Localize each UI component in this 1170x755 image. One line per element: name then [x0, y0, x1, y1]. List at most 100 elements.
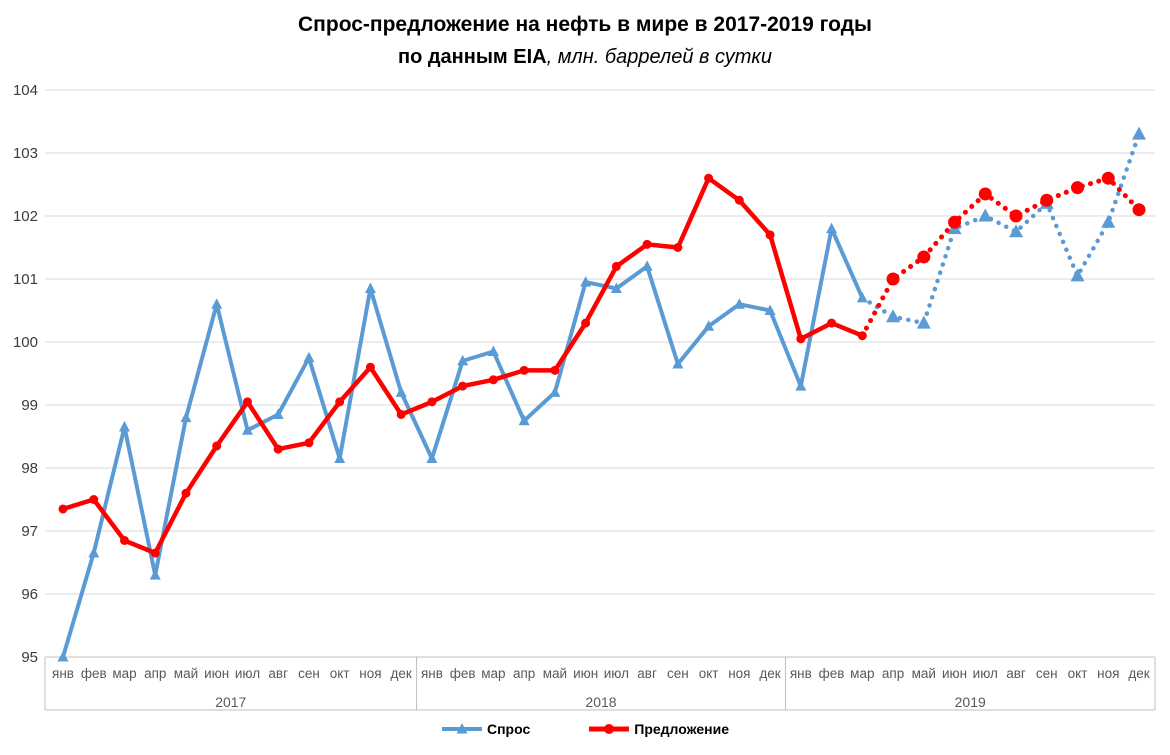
demand-point-marker	[978, 208, 993, 222]
x-axis-month-label: мар	[481, 666, 505, 681]
y-axis-tick-label: 103	[13, 145, 38, 162]
supply-point-marker	[765, 230, 775, 240]
x-axis-month-label: авг	[637, 666, 657, 681]
y-axis: 95 96 97 98 99 100 101 102 103 104	[13, 82, 38, 666]
chart-title: Спрос-предложение на нефть в мире в 2017…	[0, 8, 1170, 74]
supply-point-marker	[58, 504, 68, 514]
supply-point-marker	[427, 397, 437, 407]
demand-point-marker	[916, 315, 931, 329]
demand-point-marker	[211, 298, 223, 309]
y-axis-tick-label: 100	[13, 334, 38, 351]
demand-series	[57, 126, 1146, 662]
supply-point-marker	[917, 250, 931, 264]
demand-point-marker	[1009, 224, 1024, 238]
x-axis-month-label: ноя	[1097, 666, 1119, 681]
demand-point-marker	[795, 380, 807, 391]
x-axis-month-label: май	[543, 666, 567, 681]
demand-point-marker	[886, 309, 901, 323]
demand-point-marker	[764, 304, 776, 315]
x-axis-month-label: апр	[882, 666, 904, 681]
supply-point-marker	[119, 535, 129, 545]
x-axis-month-label: авг	[1006, 666, 1026, 681]
legend-item-supply: Предложение	[588, 721, 729, 737]
x-axis-month-label: дек	[391, 666, 412, 681]
demand-point-marker	[826, 222, 838, 234]
x-axis-month-label: июл	[973, 666, 998, 681]
y-axis-tick-label: 102	[13, 208, 38, 225]
x-axis-year-label: 2018	[585, 694, 616, 710]
x-axis-month-label: апр	[144, 666, 166, 681]
supply-point-marker	[458, 381, 468, 391]
supply-series	[58, 171, 1146, 558]
x-axis-month-label: сен	[298, 666, 320, 681]
supply-point-marker	[857, 331, 867, 341]
y-axis-tick-label: 96	[21, 586, 38, 603]
supply-point-marker	[704, 173, 714, 183]
demand-point-marker	[334, 452, 346, 464]
supply-point-marker	[396, 409, 406, 419]
y-axis-tick-label: 99	[21, 397, 38, 414]
demand-point-marker	[518, 414, 530, 426]
supply-point-marker	[611, 261, 621, 271]
demand-line-triangle-marker-icon	[441, 723, 482, 734]
supply-point-marker	[212, 441, 222, 451]
demand-point-marker	[272, 408, 284, 419]
x-axis-month-label: фев	[450, 666, 476, 681]
x-axis-month-label: мар	[850, 666, 874, 681]
y-axis-tick-label: 97	[21, 523, 38, 540]
supply-point-marker	[365, 362, 375, 372]
demand-point-marker	[487, 345, 499, 356]
demand-point-marker	[241, 424, 253, 435]
supply-point-marker	[978, 187, 992, 201]
demand-point-marker	[1070, 268, 1085, 282]
supply-point-marker	[581, 318, 591, 328]
series-line-solid	[61, 226, 865, 659]
demand-point-marker	[733, 298, 745, 309]
supply-point-marker	[304, 438, 314, 448]
x-axis-month-label: ноя	[359, 666, 381, 681]
y-axis-tick-label: 98	[21, 460, 38, 477]
demand-point-marker	[457, 354, 469, 366]
legend-label-supply: Предложение	[634, 721, 730, 737]
x-axis-month-label: дек	[759, 666, 780, 681]
demand-point-marker	[426, 452, 438, 464]
supply-point-marker	[150, 548, 160, 558]
x-axis-month-label: янв	[421, 666, 443, 681]
demand-point-marker	[149, 569, 161, 580]
series-line-forecast-dotted	[860, 131, 1142, 326]
series-line-forecast-dotted	[859, 175, 1142, 339]
x-axis-month-label: окт	[699, 666, 719, 681]
chart-title-line2: по данным EIA, млн. баррелей в сутки	[0, 41, 1170, 74]
demand-point-marker	[672, 358, 684, 369]
supply-point-marker	[796, 334, 806, 344]
chart-legend: Спрос Предложение	[0, 721, 1170, 737]
demand-point-marker	[610, 282, 622, 293]
supply-point-marker	[242, 397, 252, 407]
supply-point-marker	[488, 375, 498, 385]
supply-point-marker	[673, 243, 683, 252]
demand-point-marker	[703, 320, 715, 331]
demand-point-marker	[395, 386, 407, 397]
demand-point-marker	[303, 351, 315, 363]
y-axis-tick-label: 101	[13, 271, 38, 288]
supply-point-marker	[642, 239, 652, 249]
supply-point-marker	[1101, 171, 1115, 185]
x-axis-month-label: июн	[942, 666, 967, 681]
chart-title-units: , млн. баррелей в сутки	[546, 46, 772, 68]
supply-point-marker	[886, 272, 900, 286]
x-axis-month-label: сен	[667, 666, 689, 681]
x-axis-month-label: июл	[604, 666, 629, 681]
supply-point-marker	[1040, 193, 1054, 207]
demand-point-marker	[118, 421, 130, 432]
supply-point-marker	[519, 365, 529, 375]
x-axis-month-label: янв	[790, 666, 812, 681]
x-axis-month-label: авг	[268, 666, 288, 681]
legend-label-demand: Спрос	[486, 721, 531, 737]
chart-title-line1: Спрос-предложение на нефть в мире в 2017…	[298, 13, 872, 36]
supply-point-marker	[827, 318, 837, 328]
x-axis-month-label: фев	[819, 666, 845, 681]
x-axis-month-label: окт	[330, 666, 350, 681]
supply-point-marker	[89, 495, 99, 504]
x-axis-month-label: июл	[235, 666, 260, 681]
